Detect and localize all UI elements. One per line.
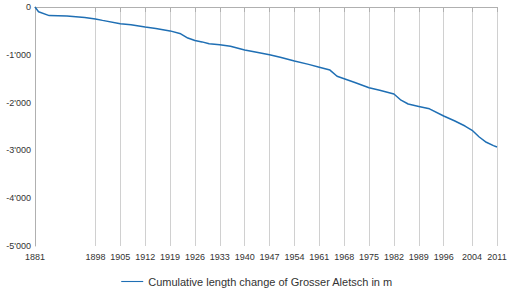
svg-text:-5'000: -5'000 [6, 241, 31, 251]
svg-text:-3'000: -3'000 [6, 145, 31, 155]
svg-text:Cumulative length change of Gr: Cumulative length change of Grosser Alet… [148, 276, 392, 288]
svg-text:2004: 2004 [462, 252, 482, 262]
svg-text:1940: 1940 [235, 252, 255, 262]
svg-text:1968: 1968 [334, 252, 354, 262]
svg-text:1881: 1881 [25, 252, 45, 262]
svg-text:0: 0 [26, 2, 31, 12]
svg-text:1905: 1905 [110, 252, 130, 262]
svg-text:1912: 1912 [135, 252, 155, 262]
svg-text:2011: 2011 [487, 252, 506, 262]
svg-text:1989: 1989 [409, 252, 429, 262]
svg-text:-4'000: -4'000 [6, 193, 31, 203]
svg-text:1961: 1961 [309, 252, 329, 262]
svg-text:1926: 1926 [185, 252, 205, 262]
svg-text:1947: 1947 [260, 252, 280, 262]
svg-text:1996: 1996 [434, 252, 454, 262]
svg-text:1982: 1982 [384, 252, 404, 262]
svg-text:1975: 1975 [359, 252, 379, 262]
svg-text:1919: 1919 [160, 252, 180, 262]
svg-text:-2'000: -2'000 [6, 98, 31, 108]
svg-text:-1'000: -1'000 [6, 50, 31, 60]
svg-text:1933: 1933 [210, 252, 230, 262]
svg-text:1954: 1954 [284, 252, 304, 262]
svg-text:1898: 1898 [85, 252, 105, 262]
